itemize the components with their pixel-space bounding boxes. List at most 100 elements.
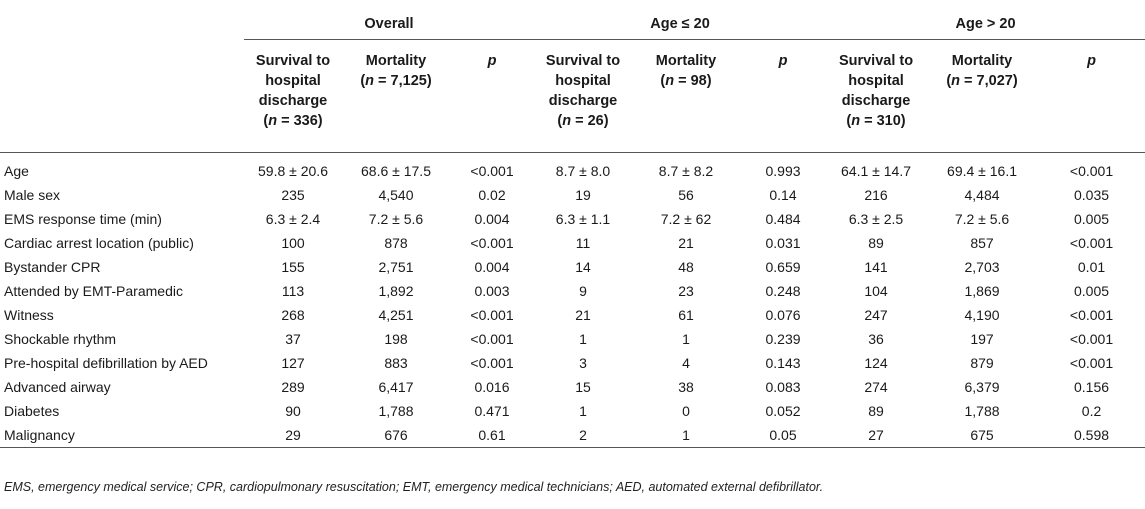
- young-survival-header: Survival to hospital discharge (n = 26): [545, 53, 621, 129]
- table-cell: <0.001: [470, 355, 514, 371]
- table-cell: <0.001: [470, 307, 514, 323]
- table-cell: 0.083: [765, 379, 801, 395]
- table-cell: 676: [342, 423, 450, 448]
- row-label: Cardiac arrest location (public): [4, 235, 194, 251]
- table-cell: 89: [868, 235, 884, 251]
- table-cell: 4,251: [378, 307, 414, 323]
- table-row: Cardiac arrest location (public) 100 878 <0…: [0, 231, 1145, 255]
- table-cell: <0.001: [470, 331, 514, 347]
- old-mortality-header: Mortality (n = 7,027): [946, 53, 1018, 89]
- table-cell: 4,540: [378, 187, 414, 203]
- table-cell: 113: [281, 283, 305, 299]
- table-cell: 15: [575, 379, 591, 395]
- table-cell: 0.076: [765, 307, 801, 323]
- table-cell: <0.001: [1069, 307, 1114, 323]
- group-age-le-20: Age ≤ 20: [534, 9, 827, 40]
- table-cell: 11: [575, 235, 591, 251]
- table-cell: 29: [244, 423, 342, 448]
- table-cell: 68.6 ± 17.5: [361, 163, 431, 179]
- table-cell: 0.659: [765, 259, 801, 275]
- table-row: Age 59.8 ± 20.6 68.6 ± 17.5 <0.001 8.7 ± 8.0…: [0, 153, 1145, 184]
- young-mortality-header: Mortality (n = 98): [655, 53, 717, 89]
- group-overall: Overall: [244, 9, 534, 40]
- table-cell: 4,484: [964, 187, 1000, 203]
- table-row: Malignancy 29 676 0.61 2 1 0.05 27 675 0.598: [0, 423, 1145, 448]
- table-cell: 0.471: [474, 403, 510, 419]
- table-cell: 21: [575, 307, 591, 323]
- table-cell: 59.8 ± 20.6: [258, 163, 328, 179]
- table-cell: 155: [281, 259, 305, 275]
- table-cell: 7.2 ± 5.6: [954, 211, 1010, 227]
- table-cell: <0.001: [1069, 355, 1114, 371]
- table-cell: 0.02: [478, 187, 506, 203]
- row-label: Malignancy: [0, 423, 244, 448]
- table-cell: 198: [384, 331, 408, 347]
- subheader-row: Survival to hospital discharge (n = 336)…: [0, 40, 1145, 153]
- table-cell: 247: [864, 307, 888, 323]
- table-cell: 48: [678, 259, 694, 275]
- table-cell: 2,703: [964, 259, 1000, 275]
- table-cell: 21: [678, 235, 694, 251]
- table-cell: 37: [285, 331, 301, 347]
- table-cell: 4: [682, 355, 690, 371]
- table-cell: 0.004: [474, 211, 510, 227]
- table-row: Witness 268 4,251 <0.001 21 61 0.076 247 4,190 <0…: [0, 303, 1145, 327]
- table-cell: <0.001: [1069, 235, 1114, 251]
- table-row: Advanced airway 289 6,417 0.016 15 38 0.083 274…: [0, 375, 1145, 399]
- table-cell: 857: [970, 235, 994, 251]
- results-table: Overall Age ≤ 20 Age > 20 Survival to ho…: [0, 9, 1145, 448]
- table-cell: 0.61: [450, 423, 534, 448]
- table-cell: 0.14: [769, 187, 797, 203]
- table-cell: 127: [281, 355, 305, 371]
- row-label: Diabetes: [4, 403, 60, 419]
- table-cell: 0.005: [1073, 283, 1110, 299]
- row-label: Advanced airway: [4, 379, 111, 395]
- overall-mortality-header: Mortality (n = 7,125): [360, 53, 432, 89]
- table-cell: 216: [864, 187, 888, 203]
- table-cell: 1: [579, 403, 587, 419]
- table-cell: 0.598: [1038, 423, 1145, 448]
- table-cell: 38: [678, 379, 694, 395]
- table-cell: 0.05: [740, 423, 827, 448]
- table-cell: <0.001: [1069, 331, 1114, 347]
- table-cell: 1,788: [378, 403, 414, 419]
- table-cell: 1: [632, 423, 740, 448]
- group-header-row: Overall Age ≤ 20 Age > 20: [0, 9, 1145, 40]
- table-cell: 0.143: [765, 355, 801, 371]
- row-label: Bystander CPR: [4, 259, 101, 275]
- table-row: Attended by EMT-Paramedic 113 1,892 0.003 9 2…: [0, 279, 1145, 303]
- table-row: Pre-hospital defibrillation by AED 127 883…: [0, 351, 1145, 375]
- table-footnote: EMS, emergency medical service; CPR, car…: [4, 480, 824, 494]
- table-cell: 6.3 ± 1.1: [555, 211, 611, 227]
- table-cell: 89: [868, 403, 884, 419]
- table-cell: 27: [826, 423, 927, 448]
- table-cell: 61: [678, 307, 694, 323]
- table-cell: <0.001: [470, 235, 514, 251]
- table-cell: 23: [678, 283, 694, 299]
- table-cell: 56: [678, 187, 694, 203]
- table-cell: 0.2: [1081, 403, 1102, 419]
- row-label: Pre-hospital defibrillation by AED: [4, 355, 208, 371]
- table-row: Diabetes 90 1,788 0.471 1 0 0.052 89 1,788 0.2: [0, 399, 1145, 423]
- table-cell: 19: [575, 187, 591, 203]
- row-label: Attended by EMT-Paramedic: [4, 283, 183, 299]
- table-cell: 879: [970, 355, 994, 371]
- table-cell: 675: [926, 423, 1039, 448]
- table-row: EMS response time (min) 6.3 ± 2.4 7.2 ± 5.…: [0, 207, 1145, 231]
- table-cell: 64.1 ± 14.7: [841, 163, 911, 179]
- table-cell: 883: [384, 355, 408, 371]
- table-cell: 7.2 ± 5.6: [368, 211, 424, 227]
- table-cell: 6,379: [964, 379, 1000, 395]
- table-cell: 2,751: [378, 259, 414, 275]
- table-cell: 1,892: [378, 283, 414, 299]
- table-cell: 268: [281, 307, 305, 323]
- row-label: Age: [4, 163, 29, 179]
- table-cell: 878: [384, 235, 408, 251]
- table-cell: 104: [864, 283, 888, 299]
- table-cell: 0.052: [765, 403, 801, 419]
- table-cell: 36: [868, 331, 884, 347]
- table-cell: 197: [970, 331, 994, 347]
- table-row: Shockable rhythm 37 198 <0.001 1 1 0.239 36 197 <…: [0, 327, 1145, 351]
- table-cell: 6.3 ± 2.5: [848, 211, 904, 227]
